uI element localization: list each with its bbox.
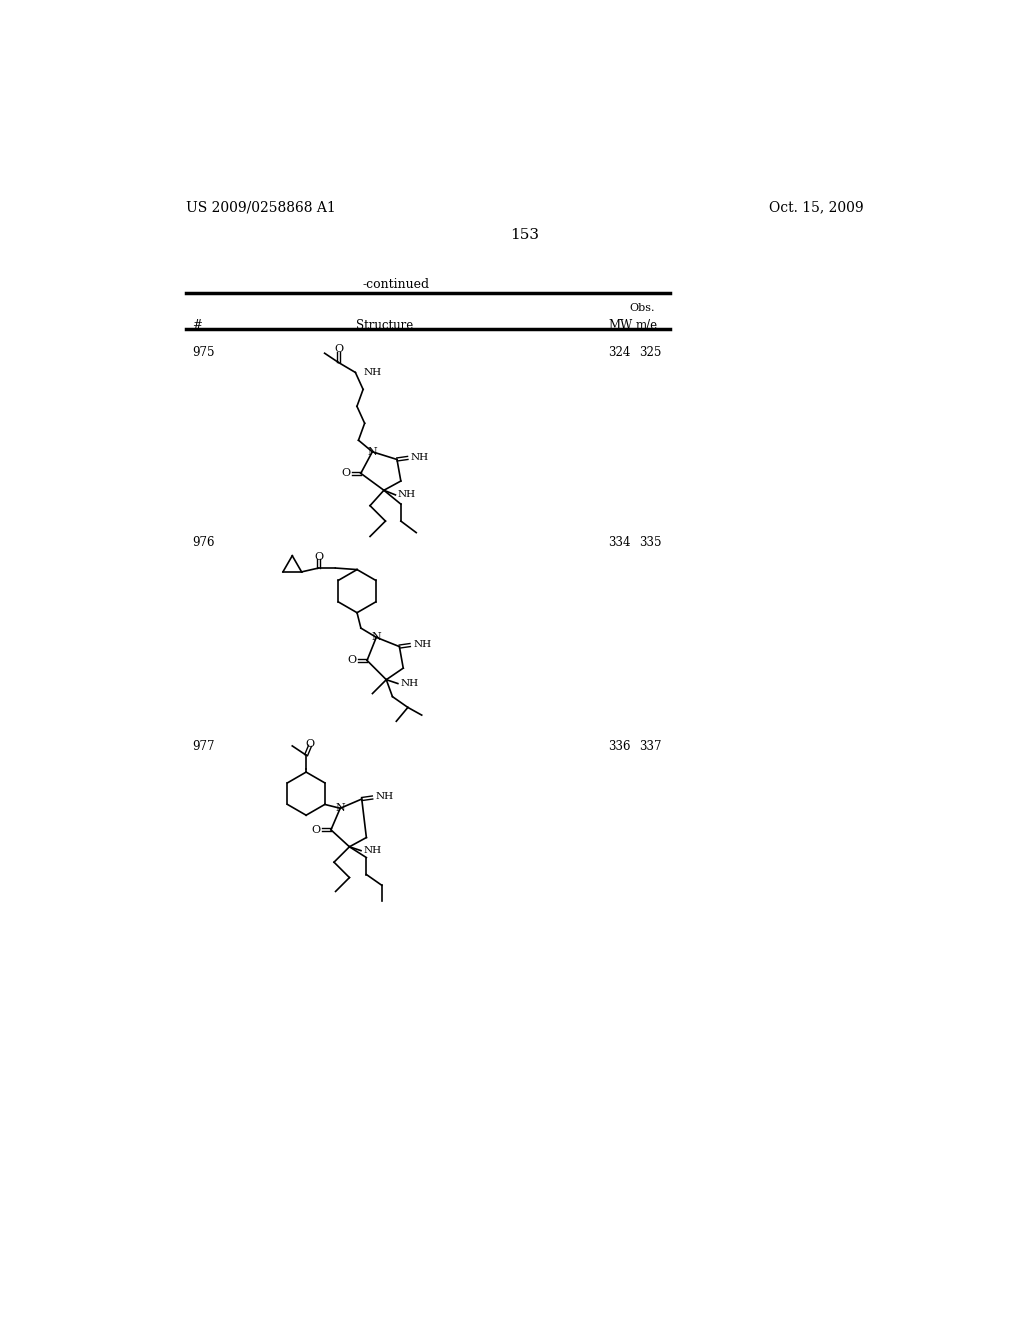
Text: O: O [314,552,324,562]
Text: O: O [334,345,343,354]
Text: 976: 976 [193,536,215,549]
Text: 977: 977 [193,739,215,752]
Text: Obs.: Obs. [630,304,655,313]
Text: NH: NH [400,678,418,688]
Text: NH: NH [414,640,431,648]
Text: NH: NH [376,792,394,801]
Text: NH: NH [364,846,381,855]
Text: -continued: -continued [362,277,430,290]
Text: 324: 324 [608,346,631,359]
Text: NH: NH [411,453,429,462]
Text: MW: MW [608,318,632,331]
Text: N: N [372,632,381,643]
Text: N: N [335,804,345,813]
Text: #: # [193,318,202,331]
Text: 337: 337 [639,739,662,752]
Text: US 2009/0258868 A1: US 2009/0258868 A1 [186,201,336,215]
Text: NH: NH [364,368,381,378]
Text: NH: NH [397,491,416,499]
Text: O: O [311,825,321,834]
Text: N: N [368,446,377,457]
Text: Structure: Structure [356,318,414,331]
Text: 325: 325 [639,346,662,359]
Text: 336: 336 [608,739,631,752]
Text: m/e: m/e [636,318,657,331]
Text: O: O [305,739,314,748]
Text: 334: 334 [608,536,631,549]
Text: 335: 335 [639,536,662,549]
Text: 153: 153 [510,227,540,242]
Text: 975: 975 [193,346,215,359]
Text: O: O [341,469,350,478]
Text: Oct. 15, 2009: Oct. 15, 2009 [769,201,863,215]
Text: O: O [347,656,356,665]
